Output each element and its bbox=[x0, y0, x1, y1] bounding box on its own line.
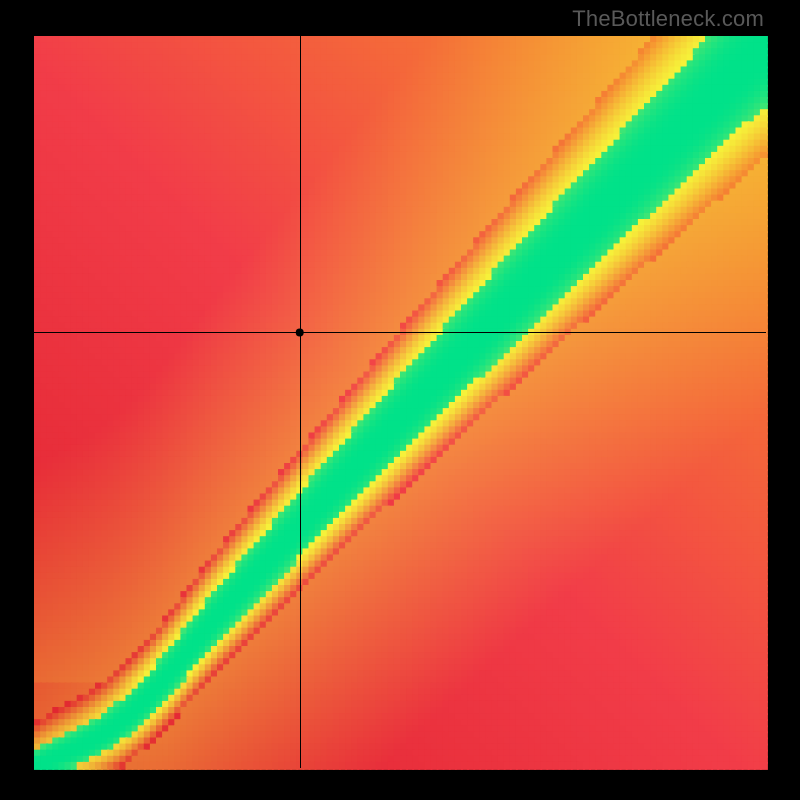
stage: TheBottleneck.com bbox=[0, 0, 800, 800]
watermark-text: TheBottleneck.com bbox=[572, 6, 764, 32]
bottleneck-heatmap bbox=[0, 0, 800, 800]
